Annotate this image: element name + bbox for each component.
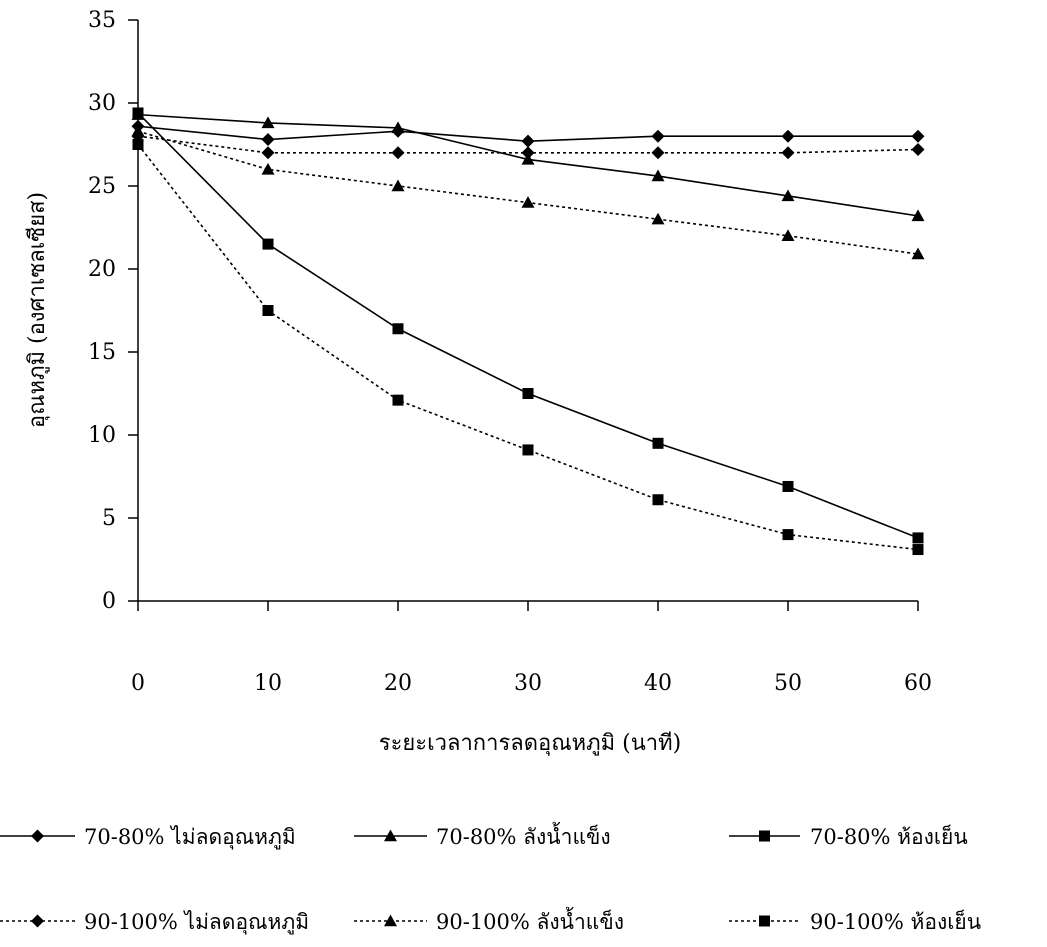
legend-entry: 70-80% ไม่ลดอุณหภูมิ bbox=[0, 825, 296, 850]
legend-entry: 90-100% ห้องเย็น bbox=[729, 908, 981, 934]
y-tick-label: 30 bbox=[88, 91, 116, 116]
legend-marker bbox=[384, 829, 397, 842]
legend-label: 70-80% ไม่ลดอุณหภูมิ bbox=[84, 825, 296, 850]
data-point bbox=[392, 323, 404, 335]
data-point bbox=[261, 133, 275, 147]
x-tick-label: 10 bbox=[254, 671, 282, 696]
legend-entry: 70-80% ลังน้ำแข็ง bbox=[354, 822, 611, 849]
data-point bbox=[132, 107, 144, 119]
y-tick-label: 35 bbox=[88, 8, 116, 33]
legend: 70-80% ไม่ลดอุณหภูมิ 70-80% ลังน้ำแข็ง 70-… bbox=[0, 822, 981, 935]
series-6 bbox=[132, 139, 924, 556]
data-point bbox=[781, 189, 795, 202]
data-point bbox=[521, 146, 535, 160]
y-tick-label: 25 bbox=[88, 174, 116, 199]
data-point bbox=[391, 146, 405, 160]
data-point bbox=[911, 247, 925, 260]
y-tick-label: 20 bbox=[88, 257, 116, 282]
y-tick-label: 5 bbox=[102, 506, 116, 531]
data-point bbox=[781, 146, 795, 160]
legend-label: 70-80% ห้องเย็น bbox=[810, 823, 968, 849]
legend-marker bbox=[31, 829, 44, 843]
data-point bbox=[651, 146, 665, 160]
data-point bbox=[132, 139, 144, 150]
legend-label: 70-80% ลังน้ำแข็ง bbox=[436, 822, 611, 849]
data-point bbox=[262, 305, 274, 316]
series-5 bbox=[131, 124, 925, 260]
legend-entry: 90-100% ไม่ลดอุณหภูมิ bbox=[0, 910, 309, 935]
data-point bbox=[392, 394, 404, 406]
data-point bbox=[261, 162, 275, 175]
series-line bbox=[137, 112, 919, 539]
data-point bbox=[521, 134, 535, 148]
legend-marker bbox=[759, 915, 770, 927]
data-point bbox=[652, 494, 664, 506]
legend-marker bbox=[759, 830, 770, 842]
x-tick-label: 40 bbox=[644, 671, 672, 696]
data-point bbox=[651, 212, 665, 225]
x-tick-label: 50 bbox=[774, 671, 802, 696]
data-point bbox=[782, 529, 794, 541]
legend-label: 90-100% ลังน้ำแข็ง bbox=[436, 907, 624, 934]
data-point bbox=[131, 124, 145, 137]
x-tick-label: 30 bbox=[514, 671, 542, 696]
data-point bbox=[391, 179, 405, 192]
y-axis-title: อุณหภูมิ (องศาเซลเซียส) bbox=[25, 192, 50, 428]
data-point bbox=[781, 229, 795, 241]
data-point bbox=[261, 146, 275, 160]
data-point bbox=[912, 544, 924, 556]
series-1 bbox=[131, 119, 925, 148]
data-point bbox=[782, 480, 794, 492]
data-point bbox=[652, 437, 664, 449]
legend-entry: 70-80% ห้องเย็น bbox=[729, 823, 968, 849]
y-tick-label: 15 bbox=[88, 340, 116, 365]
axes: 0 5 10 15 20 25 30 35 0 10 20 30 40 50 60 bbox=[88, 8, 932, 696]
data-point bbox=[911, 142, 925, 156]
data-point bbox=[781, 129, 795, 143]
series-3 bbox=[132, 107, 924, 544]
data-point bbox=[651, 129, 665, 143]
data-point bbox=[651, 169, 665, 182]
y-tick-label: 0 bbox=[102, 589, 116, 614]
data-point bbox=[521, 196, 535, 208]
legend-marker bbox=[31, 914, 44, 928]
x-axis-title: ระยะเวลาการลดอุณหภูมิ (นาที) bbox=[379, 731, 682, 756]
data-point bbox=[912, 532, 924, 544]
x-tick-label: 60 bbox=[904, 671, 932, 696]
data-point bbox=[262, 238, 274, 250]
data-point bbox=[911, 129, 925, 143]
data-point bbox=[911, 209, 925, 222]
data-point bbox=[261, 116, 275, 129]
legend-marker bbox=[384, 914, 397, 927]
x-tick-label: 20 bbox=[384, 671, 412, 696]
data-point bbox=[522, 444, 534, 456]
legend-label: 90-100% ห้องเย็น bbox=[810, 908, 981, 934]
data-point bbox=[391, 121, 405, 134]
data-point bbox=[522, 388, 534, 399]
x-tick-label: 0 bbox=[131, 671, 145, 696]
y-tick-label: 10 bbox=[88, 423, 116, 448]
legend-label: 90-100% ไม่ลดอุณหภูมิ bbox=[84, 910, 309, 935]
legend-entry: 90-100% ลังน้ำแข็ง bbox=[354, 907, 624, 934]
series-layer bbox=[131, 107, 925, 556]
